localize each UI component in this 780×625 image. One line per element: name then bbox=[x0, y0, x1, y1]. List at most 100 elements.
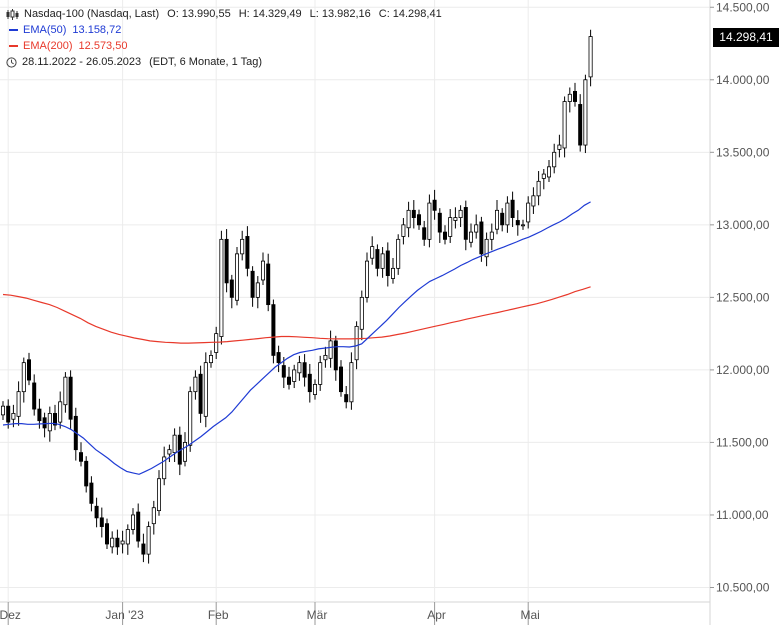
candle bbox=[437, 208, 442, 243]
candle-body bbox=[380, 253, 385, 269]
candle bbox=[406, 201, 411, 238]
candle-body bbox=[515, 220, 520, 226]
candle-body bbox=[193, 376, 198, 393]
candle bbox=[286, 366, 291, 390]
candle bbox=[396, 234, 401, 275]
legend-ema50-row[interactable]: EMA(50) 13.158,72 bbox=[6, 22, 442, 38]
candle bbox=[307, 363, 312, 403]
candle-body bbox=[484, 238, 489, 258]
candle bbox=[401, 218, 406, 245]
candle-body bbox=[16, 391, 21, 417]
candle bbox=[99, 507, 104, 538]
candle bbox=[110, 531, 115, 554]
candle-body bbox=[84, 460, 89, 487]
candle-body bbox=[536, 180, 541, 197]
candle-type-icon[interactable] bbox=[6, 8, 19, 20]
candle-body bbox=[99, 517, 104, 527]
candle bbox=[302, 354, 307, 387]
candle bbox=[141, 533, 146, 563]
candle-body bbox=[354, 325, 359, 361]
candle-body bbox=[141, 543, 146, 555]
candles bbox=[0, 29, 593, 564]
period-range: 28.11.2022 - 26.05.2023 bbox=[22, 56, 142, 68]
x-tick-label: Feb bbox=[208, 608, 229, 622]
candle bbox=[536, 171, 541, 206]
candle-body bbox=[385, 250, 390, 277]
candle bbox=[364, 252, 369, 303]
x-tick-label: Jan '23 bbox=[105, 608, 144, 622]
legend-ema200-row[interactable]: EMA(200) 12.573,50 bbox=[6, 38, 442, 54]
high-value: 14.329,49 bbox=[252, 8, 302, 20]
candle bbox=[453, 207, 458, 229]
candle bbox=[557, 134, 562, 158]
candle-body bbox=[406, 209, 411, 229]
candle bbox=[136, 503, 141, 548]
candle-body bbox=[255, 282, 260, 298]
candle-body bbox=[234, 253, 239, 301]
candle-body bbox=[11, 413, 16, 420]
candle-body bbox=[94, 505, 99, 519]
candle bbox=[416, 209, 421, 230]
candle-body bbox=[453, 217, 458, 221]
candle bbox=[255, 276, 260, 309]
candle-body bbox=[541, 173, 546, 179]
candle-body bbox=[172, 434, 177, 453]
candle bbox=[260, 252, 265, 286]
candle bbox=[375, 244, 380, 277]
candle bbox=[349, 352, 354, 410]
candle-body bbox=[583, 79, 588, 146]
legend-period-row: 28.11.2022 - 26.05.2023 (EDT, 6 Monate, … bbox=[6, 54, 442, 70]
time-axis[interactable]: Dez Jan '23 Feb Mär Apr Mai bbox=[0, 602, 540, 625]
candle bbox=[16, 381, 21, 426]
candle-body bbox=[32, 382, 37, 410]
candle-body bbox=[151, 507, 156, 525]
candle bbox=[146, 521, 151, 564]
candle bbox=[292, 364, 297, 389]
candle bbox=[224, 229, 229, 293]
x-grid-lines bbox=[0, 0, 710, 603]
y-tick-label: 14.500,00 bbox=[716, 0, 770, 14]
candle bbox=[172, 428, 177, 463]
candle-body bbox=[562, 101, 567, 149]
price-axis[interactable]: 10.500,00 11.000,00 11.500,00 12.000,00 12.5… bbox=[710, 0, 770, 594]
candle-body bbox=[203, 362, 208, 417]
candle bbox=[583, 74, 588, 154]
candle-body bbox=[266, 263, 271, 306]
candle-body bbox=[338, 366, 343, 393]
candle bbox=[219, 230, 224, 345]
candle-body bbox=[105, 523, 110, 545]
candle bbox=[515, 210, 520, 236]
candle bbox=[156, 470, 161, 516]
candle bbox=[203, 352, 208, 428]
candle bbox=[422, 220, 427, 246]
candle bbox=[47, 406, 52, 442]
candle-body bbox=[0, 405, 6, 416]
candle bbox=[344, 386, 349, 409]
candle-body bbox=[130, 514, 135, 530]
candle-body bbox=[557, 144, 562, 150]
x-tick-label: Mai bbox=[521, 608, 540, 622]
candle bbox=[494, 200, 499, 235]
candle-body bbox=[63, 376, 68, 406]
candle-body bbox=[416, 214, 421, 226]
candle bbox=[84, 456, 89, 493]
candle-body bbox=[396, 238, 401, 269]
close-label: C: bbox=[378, 8, 390, 20]
candle-body bbox=[167, 449, 172, 455]
last-price-badge: 14.298,41 bbox=[713, 27, 779, 47]
candle-body bbox=[115, 537, 120, 548]
candle bbox=[573, 82, 578, 107]
candle-body bbox=[219, 238, 224, 337]
candle-body bbox=[162, 456, 167, 480]
candle-body bbox=[552, 151, 557, 168]
candle bbox=[578, 94, 583, 152]
candle-body bbox=[375, 249, 380, 269]
candle bbox=[271, 299, 276, 364]
candle-body bbox=[42, 417, 47, 429]
candle bbox=[328, 330, 333, 368]
candle bbox=[250, 266, 255, 307]
close-value: 14.298,41 bbox=[392, 8, 442, 20]
candle bbox=[463, 200, 468, 251]
candle-body bbox=[411, 209, 416, 218]
